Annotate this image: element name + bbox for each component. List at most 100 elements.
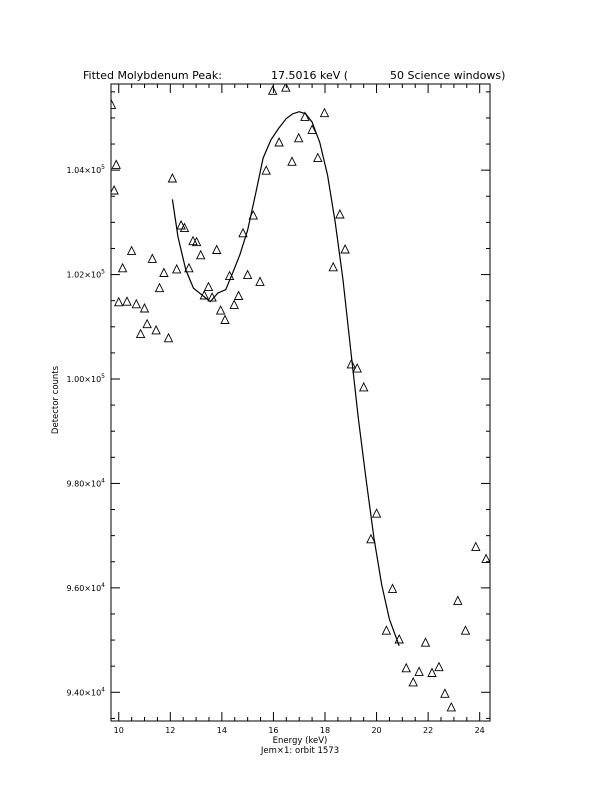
data-point-triangle bbox=[176, 219, 186, 230]
x-tick-label: 24 bbox=[475, 726, 485, 735]
data-point-triangle bbox=[211, 244, 222, 254]
x-tick-label: 16 bbox=[268, 726, 278, 735]
data-point-triangle bbox=[427, 667, 437, 677]
y-tick-label: 1.02×105 bbox=[66, 269, 105, 280]
data-point-triangle bbox=[371, 508, 382, 518]
data-point-triangle bbox=[126, 245, 137, 256]
data-point-triangle bbox=[287, 156, 297, 166]
x-tick-label: 22 bbox=[423, 726, 433, 735]
data-point-triangle bbox=[460, 625, 471, 635]
data-point-triangle bbox=[293, 132, 304, 143]
data-point-triangle bbox=[122, 296, 132, 306]
data-point-triangle bbox=[453, 595, 463, 605]
data-point-triangle bbox=[215, 305, 226, 315]
fit-curve bbox=[171, 111, 400, 647]
y-tick-label: 9.60×104 bbox=[66, 582, 105, 593]
data-point-triangle bbox=[171, 263, 182, 274]
data-point-triangle bbox=[358, 381, 369, 392]
y-tick-exponent: 4 bbox=[101, 686, 105, 693]
data-point-triangle bbox=[139, 302, 150, 313]
data-point-triangle bbox=[387, 583, 398, 593]
x-tick-label: 20 bbox=[371, 726, 381, 735]
data-point-triangle bbox=[135, 328, 146, 339]
y-tick-label: 1.00×105 bbox=[66, 373, 105, 384]
x-tick-label: 10 bbox=[114, 726, 124, 735]
data-point-triangle bbox=[220, 314, 230, 324]
y-tick-label: 9.40×104 bbox=[66, 686, 105, 697]
data-point-triangle bbox=[191, 236, 202, 247]
data-point-triangle bbox=[307, 124, 317, 134]
y-tick-mantissa: 9.60×10 bbox=[66, 584, 101, 593]
data-point-triangle bbox=[131, 298, 142, 309]
data-point-triangle bbox=[147, 253, 158, 263]
data-point-triangle bbox=[229, 299, 239, 309]
y-tick-exponent: 5 bbox=[101, 164, 105, 171]
data-point-triangle bbox=[319, 107, 330, 118]
y-tick-exponent: 4 bbox=[101, 477, 105, 484]
x-tick-label: 18 bbox=[320, 726, 330, 735]
data-point-triangle bbox=[434, 661, 444, 672]
plot-frame bbox=[110, 83, 491, 722]
y-tick-exponent: 5 bbox=[101, 269, 105, 276]
data-point-triangle bbox=[420, 637, 431, 647]
x-tick-label: 14 bbox=[217, 726, 227, 735]
data-point-triangle bbox=[300, 111, 310, 121]
data-point-triangle bbox=[481, 553, 490, 564]
data-point-triangle bbox=[335, 208, 345, 219]
data-point-triangle bbox=[414, 666, 424, 676]
chart-footer: Jem×1: orbit 1573 bbox=[260, 746, 339, 756]
data-point-triangle bbox=[111, 184, 119, 195]
data-point-triangle bbox=[328, 261, 338, 272]
data-point-triangle bbox=[366, 533, 376, 544]
chart-title-part-3: 50 Science windows) bbox=[390, 69, 505, 82]
data-point-triangle bbox=[346, 358, 357, 369]
y-tick-mantissa: 1.02×10 bbox=[66, 271, 101, 280]
data-point-triangle bbox=[255, 276, 265, 286]
data-point-triangle bbox=[340, 243, 350, 254]
data-point-triangle bbox=[111, 99, 117, 109]
data-point-triangle bbox=[446, 701, 457, 712]
data-point-triangle bbox=[113, 296, 124, 307]
data-point-triangle bbox=[261, 165, 271, 175]
data-point-triangle bbox=[238, 227, 248, 238]
data-point-triangle bbox=[440, 688, 450, 698]
x-tick-label: 12 bbox=[165, 726, 175, 735]
data-point-triangle bbox=[281, 84, 291, 92]
data-point-triangle bbox=[167, 172, 178, 183]
data-point-triangle bbox=[242, 269, 253, 280]
chart-title-part-2: 17.5016 keV ( bbox=[271, 69, 348, 82]
data-point-triangle bbox=[267, 85, 278, 95]
data-point-triangle bbox=[203, 281, 214, 292]
y-tick-exponent: 5 bbox=[101, 373, 105, 380]
data-point-triangle bbox=[179, 222, 190, 233]
y-tick-mantissa: 1.04×10 bbox=[66, 166, 101, 175]
y-axis-label: Detector counts bbox=[51, 365, 61, 434]
data-point-triangle bbox=[381, 625, 392, 635]
data-point-triangle bbox=[142, 318, 152, 329]
data-point-triangle bbox=[117, 262, 128, 273]
data-point-triangle bbox=[154, 282, 165, 293]
data-point-triangle bbox=[401, 662, 411, 673]
y-tick-label: 1.04×105 bbox=[66, 164, 105, 175]
data-point-triangle bbox=[195, 249, 206, 260]
data-point-triangle bbox=[163, 332, 174, 343]
data-point-triangle bbox=[352, 363, 362, 373]
data-layer bbox=[111, 84, 490, 712]
y-tick-mantissa: 9.80×10 bbox=[66, 479, 101, 488]
y-tick-label: 9.80×104 bbox=[66, 477, 105, 488]
data-point-triangle bbox=[111, 159, 121, 169]
data-point-triangle bbox=[471, 541, 481, 552]
y-tick-exponent: 4 bbox=[101, 582, 105, 589]
data-point-triangle bbox=[233, 290, 244, 300]
data-point-triangle bbox=[408, 676, 418, 687]
data-point-triangle bbox=[184, 262, 194, 273]
x-axis-label: Energy (keV) bbox=[273, 736, 328, 746]
data-point-triangle bbox=[159, 267, 169, 277]
y-tick-mantissa: 1.00×10 bbox=[66, 375, 101, 384]
y-tick-mantissa: 9.40×10 bbox=[66, 688, 101, 697]
data-point-triangle bbox=[313, 152, 323, 163]
data-point-triangle bbox=[274, 136, 284, 147]
chart-title-part-1: Fitted Molybdenum Peak: bbox=[83, 69, 222, 82]
